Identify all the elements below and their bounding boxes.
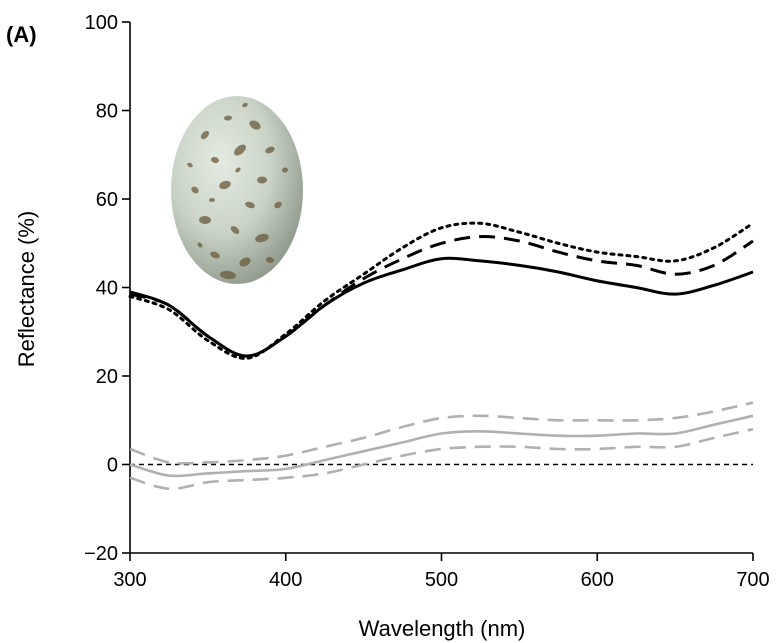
y-tick-label: 0 xyxy=(107,455,118,477)
series-line-6 xyxy=(129,427,754,491)
x-tick-label: 400 xyxy=(269,569,302,591)
series-line-1 xyxy=(129,256,754,358)
series-line-3 xyxy=(128,221,755,360)
egg-speckle xyxy=(234,144,246,156)
egg-speckle xyxy=(245,201,255,209)
y-tick-label: −20 xyxy=(84,543,118,565)
panel-label: (A) xyxy=(6,22,37,47)
egg-speckle xyxy=(224,115,232,121)
x-tick-label: 300 xyxy=(113,569,146,591)
egg-speckle xyxy=(282,167,288,173)
series-line-2 xyxy=(129,235,754,358)
egg-speckle xyxy=(266,256,274,264)
axes: −20 0 20 40 60 80 100 300 400 500 600 700 xyxy=(84,12,770,591)
egg-speckle xyxy=(274,201,282,209)
y-axis-label: Reflectance (%) xyxy=(14,211,39,368)
egg-speckle xyxy=(235,167,241,173)
x-tick-label: 500 xyxy=(425,569,458,591)
egg-speckle xyxy=(249,120,261,130)
egg-speckle xyxy=(200,130,210,140)
y-tick-label: 20 xyxy=(96,366,118,388)
egg-speckle xyxy=(211,156,219,164)
egg-speckle xyxy=(191,186,199,194)
x-tick-label: 600 xyxy=(581,569,614,591)
series-line-5 xyxy=(129,401,754,465)
egg-image xyxy=(171,96,303,284)
x-tick-label: 700 xyxy=(736,569,769,591)
egg-speckle xyxy=(219,180,231,190)
x-axis-label: Wavelength (nm) xyxy=(359,616,526,641)
egg-speckle xyxy=(265,146,275,154)
egg-speckle xyxy=(187,162,193,168)
egg-speckle xyxy=(199,215,211,225)
egg-speckle xyxy=(197,242,203,248)
egg-speckle xyxy=(210,251,220,259)
series-line-4 xyxy=(129,414,754,478)
egg-speckle xyxy=(239,257,251,267)
series-layer xyxy=(128,221,755,491)
egg-speckle xyxy=(242,102,248,108)
egg-speckle xyxy=(209,197,215,203)
egg-speckle xyxy=(255,233,269,243)
y-tick-label: 80 xyxy=(96,101,118,123)
egg-speckle xyxy=(257,176,267,184)
egg-speckles xyxy=(187,102,288,280)
y-tick-label: 100 xyxy=(85,12,118,34)
egg-speckle xyxy=(220,270,236,280)
egg-speckle xyxy=(230,226,240,234)
y-tick-label: 40 xyxy=(96,278,118,300)
y-tick-label: 60 xyxy=(96,189,118,211)
